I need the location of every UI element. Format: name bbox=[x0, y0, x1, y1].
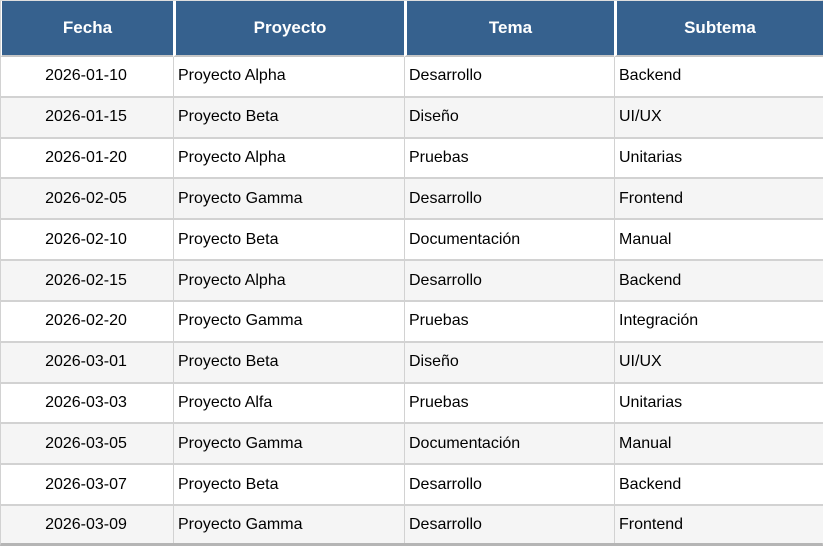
cell-subtema: UI/UX bbox=[614, 342, 823, 384]
cell-tema: Documentación bbox=[404, 424, 614, 466]
cell-fecha: 2026-02-15 bbox=[1, 261, 173, 302]
cell-proyecto: Proyecto Gamma bbox=[173, 179, 404, 221]
column-header-proyecto: Proyecto bbox=[173, 1, 404, 57]
cell-tema: Desarrollo bbox=[404, 261, 614, 302]
cell-tema: Pruebas bbox=[404, 138, 614, 180]
table-row: 2026-01-15 Proyecto Beta Diseño UI/UX bbox=[1, 97, 823, 139]
table-row: 2026-03-03 Proyecto Alfa Pruebas Unitarias bbox=[1, 383, 823, 425]
cell-fecha: 2026-03-09 bbox=[1, 506, 173, 543]
cell-fecha: 2026-03-05 bbox=[1, 424, 173, 466]
table-row: 2026-02-15 Proyecto Alpha Desarrollo Backen… bbox=[1, 261, 823, 302]
cell-subtema: Integración bbox=[614, 301, 823, 343]
header-row: Fecha Proyecto Tema Subtema bbox=[1, 1, 823, 57]
cell-subtema: UI/UX bbox=[614, 97, 823, 139]
cell-fecha: 2026-02-20 bbox=[1, 301, 173, 343]
cell-proyecto: Proyecto Alpha bbox=[173, 57, 404, 98]
column-header-fecha: Fecha bbox=[1, 1, 173, 57]
cell-fecha: 2026-03-07 bbox=[1, 465, 173, 507]
cell-tema: Diseño bbox=[404, 97, 614, 139]
cell-subtema: Unitarias bbox=[614, 138, 823, 180]
cell-fecha: 2026-01-10 bbox=[1, 57, 173, 98]
table-row: 2026-02-05 Proyecto Gamma Desarrollo Fronte… bbox=[1, 179, 823, 221]
cell-fecha: 2026-03-01 bbox=[1, 342, 173, 384]
cell-tema: Diseño bbox=[404, 342, 614, 384]
table-row: 2026-01-10 Proyecto Alpha Desarrollo Backen… bbox=[1, 57, 823, 98]
cell-proyecto: Proyecto Alpha bbox=[173, 261, 404, 302]
cell-tema: Desarrollo bbox=[404, 57, 614, 98]
cell-subtema: Manual bbox=[614, 220, 823, 262]
table-row: 2026-01-20 Proyecto Alpha Pruebas Unitarias bbox=[1, 138, 823, 180]
table-row: 2026-03-09 Proyecto Gamma Desarrollo Fronte… bbox=[1, 506, 823, 543]
cell-tema: Desarrollo bbox=[404, 506, 614, 543]
cell-proyecto: Proyecto Beta bbox=[173, 220, 404, 262]
cell-tema: Desarrollo bbox=[404, 465, 614, 507]
table-body: 2026-01-10 Proyecto Alpha Desarrollo Backen… bbox=[1, 57, 823, 543]
cell-subtema: Backend bbox=[614, 261, 823, 302]
cell-tema: Pruebas bbox=[404, 301, 614, 343]
cell-proyecto: Proyecto Alpha bbox=[173, 138, 404, 180]
cell-subtema: Unitarias bbox=[614, 383, 823, 425]
cell-fecha: 2026-02-10 bbox=[1, 220, 173, 262]
cell-proyecto: Proyecto Alfa bbox=[173, 383, 404, 425]
table-row: 2026-03-07 Proyecto Beta Desarrollo Backend bbox=[1, 465, 823, 507]
cell-proyecto: Proyecto Beta bbox=[173, 465, 404, 507]
cell-proyecto: Proyecto Gamma bbox=[173, 424, 404, 466]
cell-proyecto: Proyecto Gamma bbox=[173, 506, 404, 543]
column-header-subtema: Subtema bbox=[614, 1, 823, 57]
cell-subtema: Frontend bbox=[614, 506, 823, 543]
cell-tema: Documentación bbox=[404, 220, 614, 262]
cell-proyecto: Proyecto Beta bbox=[173, 342, 404, 384]
cell-fecha: 2026-01-15 bbox=[1, 97, 173, 139]
cell-proyecto: Proyecto Beta bbox=[173, 97, 404, 139]
table-row: 2026-03-01 Proyecto Beta Diseño UI/UX bbox=[1, 342, 823, 384]
cell-subtema: Backend bbox=[614, 57, 823, 98]
cell-fecha: 2026-01-20 bbox=[1, 138, 173, 180]
cell-proyecto: Proyecto Gamma bbox=[173, 301, 404, 343]
cell-subtema: Manual bbox=[614, 424, 823, 466]
cell-tema: Desarrollo bbox=[404, 179, 614, 221]
cell-fecha: 2026-02-05 bbox=[1, 179, 173, 221]
table-row: 2026-02-10 Proyecto Beta Documentación Manu… bbox=[1, 220, 823, 262]
cell-fecha: 2026-03-03 bbox=[1, 383, 173, 425]
cell-tema: Pruebas bbox=[404, 383, 614, 425]
cell-subtema: Frontend bbox=[614, 179, 823, 221]
table-row: 2026-02-20 Proyecto Gamma Pruebas Integraci… bbox=[1, 301, 823, 343]
table-row: 2026-03-05 Proyecto Gamma Documentación Man… bbox=[1, 424, 823, 466]
cell-subtema: Backend bbox=[614, 465, 823, 507]
column-header-tema: Tema bbox=[404, 1, 614, 57]
